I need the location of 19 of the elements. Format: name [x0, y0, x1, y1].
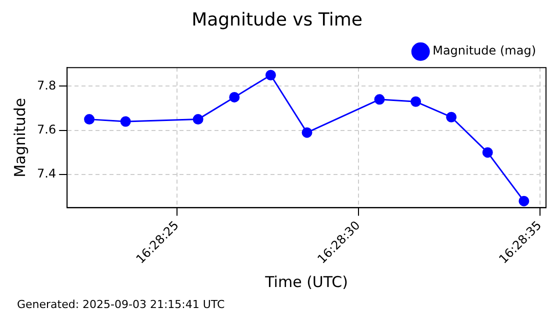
point — [302, 127, 312, 138]
chart-title: Magnitude vs Time — [192, 9, 362, 30]
y-tick-label: 7.4 — [36, 166, 56, 181]
y-axis-title: Magnitude — [10, 98, 29, 178]
point — [518, 196, 530, 206]
point — [265, 70, 276, 80]
x-axis-title: Time (UTC) — [264, 272, 348, 291]
legend-label: Magnitude (mag) — [432, 44, 536, 58]
y-tick-label: 7.6 — [36, 122, 56, 136]
point — [446, 112, 457, 122]
y-tick-label: 7.8 — [36, 78, 56, 92]
text: Generated: 2025-09-03 21:15:41 UTC — [17, 298, 225, 311]
point — [84, 114, 95, 125]
point — [229, 92, 240, 102]
point — [120, 116, 131, 127]
point — [192, 114, 204, 125]
point — [482, 147, 493, 158]
point — [410, 96, 422, 107]
point — [374, 94, 385, 105]
